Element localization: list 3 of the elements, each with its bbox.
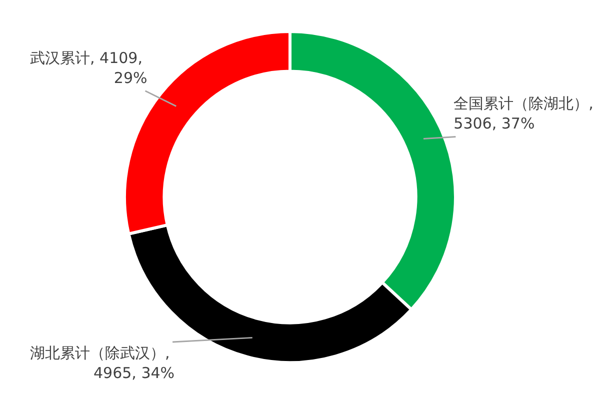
slice-label: 武汉累计, 4109, 29% bbox=[30, 48, 148, 87]
slice-label: 湖北累计（除武汉）, 4965, 34% bbox=[30, 344, 175, 382]
slice-label: 全国累计（除湖北）, 5306, 37% bbox=[454, 94, 598, 133]
